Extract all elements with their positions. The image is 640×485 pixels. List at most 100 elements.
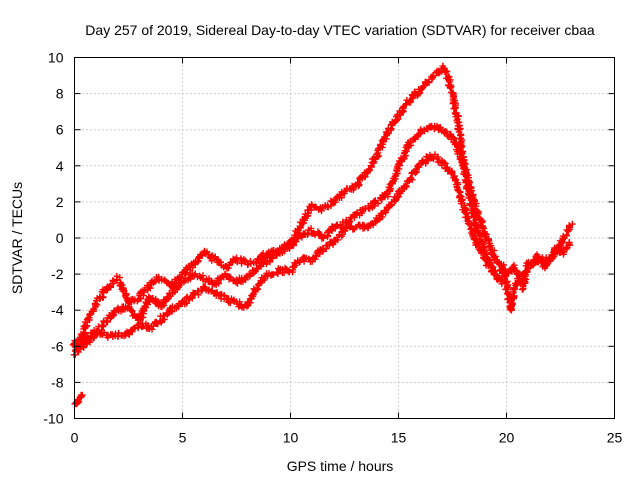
data-point (485, 237, 493, 245)
data-point (225, 264, 232, 272)
data-point (92, 297, 100, 304)
y-tick-label: -8 (51, 374, 64, 390)
data-point (161, 316, 168, 323)
data-point (189, 294, 196, 302)
data-point (407, 174, 415, 182)
data-point (341, 190, 348, 197)
data-point (114, 304, 122, 312)
data-point (374, 200, 382, 207)
data-point (378, 210, 385, 218)
data-point (384, 130, 391, 137)
data-point (266, 258, 274, 266)
data-point (511, 292, 518, 300)
data-point (280, 269, 288, 277)
tick-layer: 0 5 10 15 20 25 -10 -8 -6 -4 -2 0 2 4 6 8 10 (43, 50, 622, 446)
data-point (116, 274, 124, 281)
data-point (520, 285, 527, 292)
y-tick-label: 0 (56, 230, 64, 246)
data-point (346, 218, 353, 225)
y-tick-label: -10 (43, 411, 63, 427)
data-point (467, 185, 475, 192)
data-point (111, 308, 118, 316)
data-point (312, 203, 319, 211)
data-point (81, 338, 89, 345)
data-point (337, 192, 345, 199)
data-point (119, 287, 127, 295)
data-point (547, 255, 554, 263)
chart-title: Day 257 of 2019, Sidereal Day-to-day VTE… (85, 22, 595, 38)
data-point (438, 162, 446, 169)
data-point (490, 247, 498, 254)
data-point (563, 232, 570, 239)
x-tick-label: 20 (499, 430, 515, 446)
data-point (355, 179, 362, 187)
data-point (209, 252, 216, 260)
data-point (487, 262, 495, 269)
data-point (128, 307, 135, 314)
series-track-6 (71, 391, 86, 408)
data-point (99, 323, 107, 330)
data-point (433, 155, 441, 163)
y-tick-label: 2 (56, 194, 64, 210)
data-point (210, 255, 217, 262)
x-tick-label: 0 (71, 430, 79, 446)
data-point (233, 258, 241, 266)
data-point (115, 329, 122, 337)
data-point (492, 271, 499, 278)
data-point (454, 143, 461, 150)
data-point (225, 299, 232, 306)
data-point (311, 231, 319, 238)
x-tick-label: 25 (607, 430, 623, 446)
data-point (534, 253, 542, 260)
data-point (380, 138, 387, 146)
x-tick-label: 10 (283, 430, 299, 446)
data-point (183, 300, 190, 307)
data-point (362, 173, 369, 180)
data-point (431, 125, 438, 133)
data-point (137, 295, 144, 302)
data-point (241, 258, 249, 265)
y-axis-label: SDTVAR / TECUs (9, 182, 25, 294)
data-point (199, 272, 207, 279)
data-point (443, 128, 450, 136)
series-track-3 (70, 151, 499, 351)
data-point (324, 203, 331, 211)
data-point (307, 225, 315, 232)
data-point (456, 126, 463, 133)
data-point (301, 213, 308, 221)
data-point (525, 264, 532, 272)
data-point (294, 235, 301, 242)
data-point (104, 334, 112, 341)
y-tick-label: 8 (56, 86, 64, 102)
data-point (495, 275, 502, 283)
data-point (415, 163, 423, 171)
data-point (149, 294, 157, 302)
data-point (227, 274, 234, 281)
y-tick-label: -2 (51, 266, 64, 282)
data-point (300, 219, 307, 227)
data-point (387, 185, 395, 192)
data-point (407, 139, 414, 147)
data-point (388, 198, 395, 206)
data-point (75, 398, 83, 405)
y-tick-label: 4 (56, 158, 64, 174)
data-point (217, 258, 224, 266)
data-point (215, 280, 222, 287)
data-point (260, 259, 267, 267)
y-tick-label: -4 (51, 302, 64, 318)
data-point (415, 131, 422, 138)
data-point (429, 72, 437, 80)
x-tick-label: 15 (391, 430, 407, 446)
data-point (318, 207, 325, 215)
data-point (442, 68, 450, 76)
y-tick-label: 6 (56, 122, 64, 138)
data-point (247, 270, 255, 278)
data-point (446, 83, 454, 91)
data-point (312, 253, 319, 260)
data-point (74, 348, 82, 355)
data-point (77, 391, 85, 399)
series-track-1 (69, 62, 506, 349)
y-tick-label: 10 (48, 50, 64, 66)
data-point (566, 241, 573, 248)
